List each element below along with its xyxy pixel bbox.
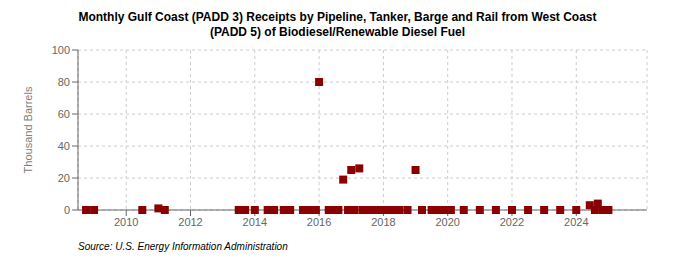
svg-text:2020: 2020: [435, 216, 459, 228]
svg-text:0: 0: [64, 204, 70, 216]
svg-text:2010: 2010: [114, 216, 138, 228]
svg-text:60: 60: [58, 108, 70, 120]
html-text:Source: U.S. Energy Informatio: Source: U.S. Energy Information Administ…: [78, 241, 288, 252]
svg-text:2024: 2024: [564, 216, 588, 228]
svg-text:2016: 2016: [307, 216, 331, 228]
svg-text:80: 80: [58, 76, 70, 88]
svg-text:2012: 2012: [178, 216, 202, 228]
svg-text:2018: 2018: [371, 216, 395, 228]
svg-text:40: 40: [58, 140, 70, 152]
html-text:Monthly Gulf Coast (PADD 3) Re: Monthly Gulf Coast (PADD 3) Receipts by …: [78, 10, 597, 24]
svg-text:Thousand Barrels: Thousand Barrels: [22, 86, 34, 173]
svg-text:100: 100: [52, 44, 70, 56]
svg-text:20: 20: [58, 172, 70, 184]
html-text:(PADD 5) of Biodiesel/Renewabl: (PADD 5) of Biodiesel/Renewable Diesel F…: [209, 25, 466, 39]
svg-text:2022: 2022: [500, 216, 524, 228]
svg-text:2014: 2014: [243, 216, 267, 228]
